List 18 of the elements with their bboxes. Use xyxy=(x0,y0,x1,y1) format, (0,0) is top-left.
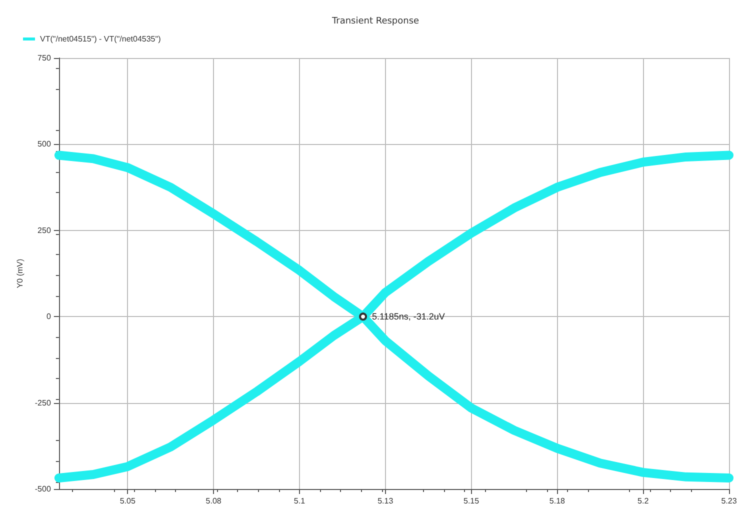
x-tick-label: 5.05 xyxy=(120,496,136,506)
x-tick-label: 5.08 xyxy=(206,496,222,506)
y-axis-title: Y0 (mV) xyxy=(16,258,24,288)
y-tick-label: -500 xyxy=(34,484,52,494)
x-tick-label: 5.1 xyxy=(294,496,306,506)
x-tick-label: 5.2 xyxy=(638,496,650,506)
x-tick-label: 5.18 xyxy=(549,496,566,506)
x-tick-label: 5.13 xyxy=(378,496,394,506)
y-tick-label: 500 xyxy=(38,140,52,149)
x-tick-label: 5.23 xyxy=(721,496,738,506)
chart-title: Transient Response xyxy=(330,16,420,26)
x-tick-label: 5.15 xyxy=(463,496,480,506)
y-tick-label: 250 xyxy=(38,226,52,235)
legend-label: VT("/net04515") - VT("/net04535") xyxy=(40,34,162,44)
y-tick-label: 750 xyxy=(38,54,52,62)
annotation: 5.1185ns, -31.2uV xyxy=(372,312,445,322)
y-tick-label: 0 xyxy=(46,312,52,322)
y-tick-label: -250 xyxy=(34,398,52,408)
